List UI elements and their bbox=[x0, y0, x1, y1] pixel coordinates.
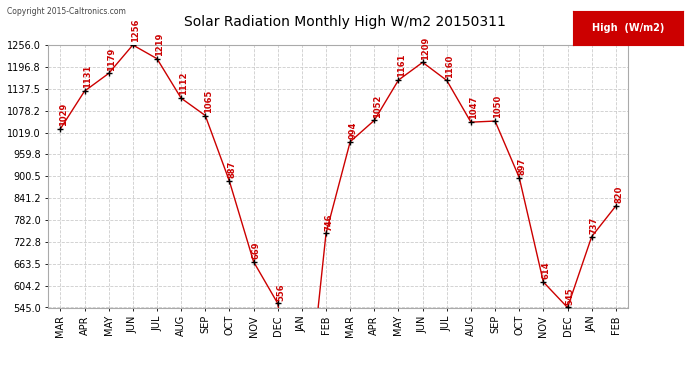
Text: 1209: 1209 bbox=[421, 36, 430, 60]
Text: 1065: 1065 bbox=[204, 89, 213, 113]
Text: 994: 994 bbox=[348, 122, 357, 139]
Text: 820: 820 bbox=[614, 186, 623, 203]
Text: 1219: 1219 bbox=[155, 33, 164, 56]
Text: 1131: 1131 bbox=[83, 65, 92, 88]
Text: 887: 887 bbox=[228, 161, 237, 178]
Text: 1029: 1029 bbox=[59, 103, 68, 126]
Text: 1050: 1050 bbox=[493, 95, 502, 118]
Text: 1179: 1179 bbox=[107, 47, 116, 70]
Text: 1112: 1112 bbox=[179, 72, 188, 95]
Text: Copyright 2015-Caltronics.com: Copyright 2015-Caltronics.com bbox=[7, 8, 126, 16]
Text: 556: 556 bbox=[276, 283, 285, 301]
Text: 614: 614 bbox=[542, 262, 551, 279]
Text: 129: 129 bbox=[0, 374, 1, 375]
Text: 669: 669 bbox=[252, 242, 261, 259]
Text: 1047: 1047 bbox=[469, 96, 478, 119]
Text: 1052: 1052 bbox=[373, 94, 382, 117]
Text: 897: 897 bbox=[518, 158, 526, 175]
Text: 1160: 1160 bbox=[445, 54, 454, 78]
Text: High  (W/m2): High (W/m2) bbox=[592, 23, 664, 33]
Text: 1256: 1256 bbox=[131, 19, 140, 42]
Text: 1161: 1161 bbox=[397, 54, 406, 77]
Text: 746: 746 bbox=[324, 213, 333, 231]
Text: 737: 737 bbox=[590, 217, 599, 234]
Text: Solar Radiation Monthly High W/m2 20150311: Solar Radiation Monthly High W/m2 201503… bbox=[184, 15, 506, 29]
Text: 545: 545 bbox=[566, 287, 575, 305]
